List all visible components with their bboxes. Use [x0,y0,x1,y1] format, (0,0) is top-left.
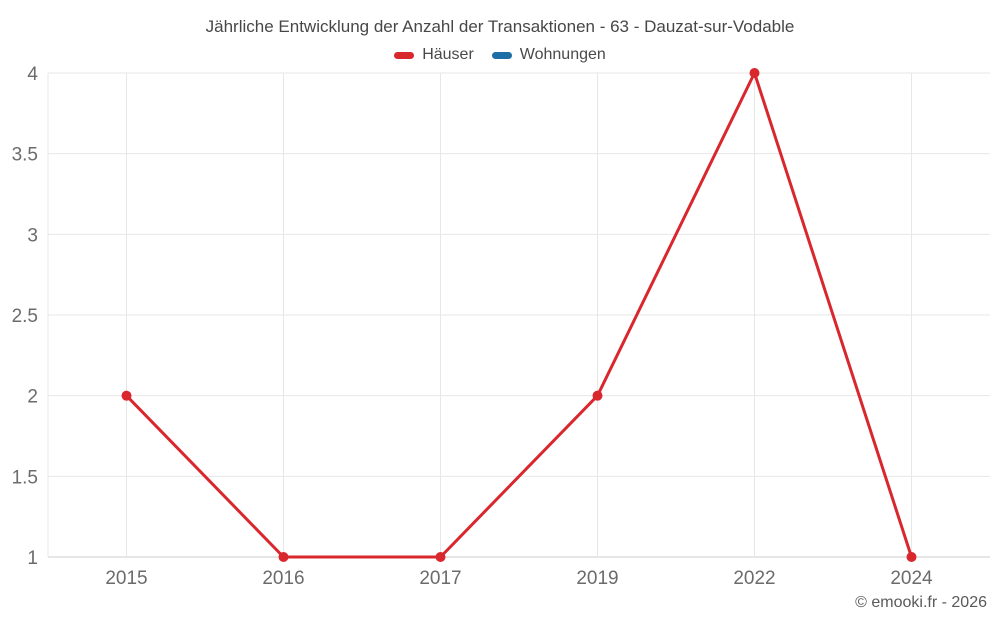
x-tick-label-2017: 2017 [419,568,461,589]
legend: Häuser Wohnungen [0,46,1000,64]
x-tick-label-2022: 2022 [733,568,775,589]
y-tick-label: 3.5 [12,145,38,166]
chart-title: Jährliche Entwicklung der Anzahl der Tra… [205,17,795,36]
y-tick-label: 1.5 [12,467,38,488]
x-tick-label-2016: 2016 [262,568,304,589]
y-tick-label: 3 [27,225,38,246]
y-tick-label: 2.5 [12,306,38,327]
legend-label-haeuser: Häuser [422,46,474,63]
y-tick-label: 2 [27,387,38,408]
series-line-Häuser [125,71,913,559]
x-tick-label-2024: 2024 [890,568,933,589]
x-tick-label-2019: 2019 [576,568,618,589]
y-tick-label: 1 [27,548,38,569]
legend-item-wohnungen[interactable]: Wohnungen [491,46,606,64]
legend-label-wohnungen: Wohnungen [519,46,606,63]
legend-item-haeuser[interactable]: Häuser [394,46,474,64]
data-point-2017[interactable] [435,552,446,562]
data-point-2016[interactable] [278,552,289,562]
data-point-2015[interactable] [121,390,132,401]
legend-swatch-wohnungen [491,51,512,59]
y-tick-label: 4 [27,64,38,85]
x-tick-label-2015: 2015 [105,568,147,589]
legend-swatch-haeuser [394,51,415,59]
copyright-text: © emooki.fr - 2026 [855,594,987,611]
data-point-2019[interactable] [592,390,603,401]
data-point-2024[interactable] [906,552,917,562]
data-point-2022[interactable] [749,68,760,78]
